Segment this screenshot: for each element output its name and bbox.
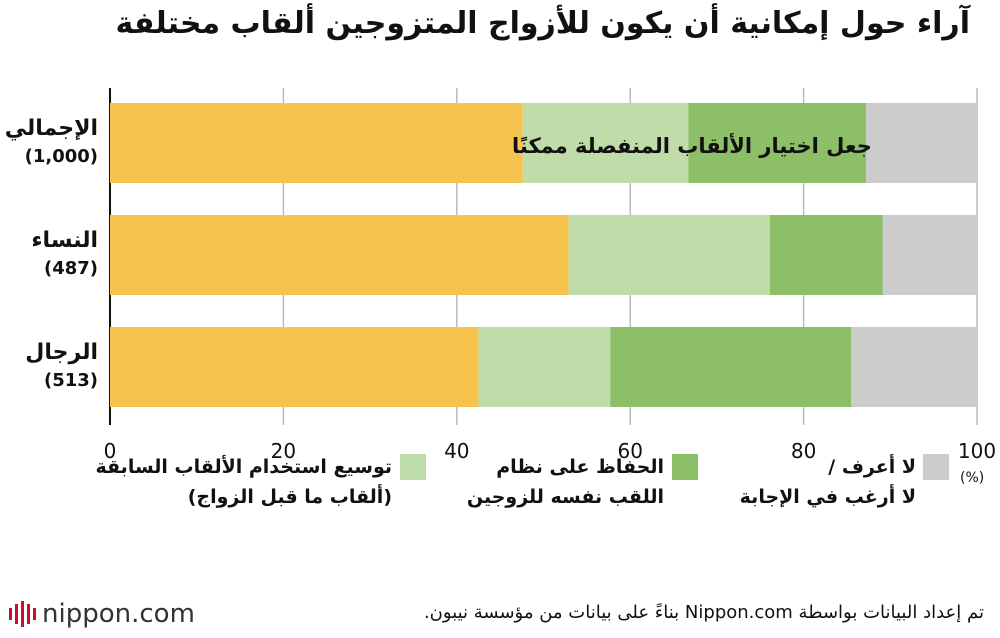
source-note: تم إعداد البيانات بواسطة Nippon.com بناء… — [423, 602, 984, 623]
legend-item-expand-previous: توسيع استخدام الألقاب السابقة (ألقاب ما … — [95, 452, 392, 512]
x-tick-label: 0 — [104, 439, 117, 463]
x-tick-label: 80 — [791, 439, 816, 463]
legend-swatch-expand-previous — [400, 454, 426, 480]
bar-segment-1-4 — [866, 103, 977, 183]
bar-segment-3-3 — [610, 327, 852, 407]
bar-segment-2-2 — [568, 215, 770, 295]
nippon-logo-icon — [9, 601, 36, 627]
logo-text: nippon.com — [42, 599, 195, 629]
legend-item-same-surname: الحفاظ على نظام اللقب نفسه للزوجين — [467, 452, 664, 512]
legend-text: لا أرغب في الإجابة — [739, 486, 916, 508]
bar-segment-3-4 — [851, 327, 977, 407]
legend-text: (ألقاب ما قبل الزواج) — [187, 486, 392, 508]
legend-text: اللقب نفسه للزوجين — [466, 486, 664, 508]
bar-segment-1-1 — [110, 103, 523, 183]
axis-unit: (%) — [960, 470, 985, 486]
category-count: (487) — [43, 258, 98, 279]
x-tick-label: 20 — [271, 439, 296, 463]
legend-item-dont-know: لا أعرف / لا أرغب في الإجابة — [740, 452, 916, 512]
legend-text: لا أعرف / — [828, 456, 916, 478]
category-label-men: الرجال (513) — [0, 339, 98, 395]
inline-series-label: جعل اختيار الألقاب المنفصلة ممكنًا — [512, 132, 872, 158]
x-tick-label: 40 — [444, 439, 469, 463]
category-name: النساء — [31, 228, 98, 253]
legend-swatch-same-surname — [672, 454, 698, 480]
x-tick-label: 60 — [617, 439, 642, 463]
legend-text: الحفاظ على نظام — [496, 456, 664, 478]
x-tick-label: 100 — [958, 439, 996, 463]
legend-text: توسيع استخدام الألقاب السابقة — [95, 456, 392, 478]
bar-segment-2-1 — [110, 215, 569, 295]
category-count: (513) — [43, 370, 98, 391]
bar-segment-3-2 — [478, 327, 611, 407]
chart-title: آراء حول إمكانية أن يكون للأزواج المتزوج… — [115, 6, 970, 41]
bar-segment-1-2 — [522, 103, 689, 183]
bar-segment-1-3 — [688, 103, 867, 183]
nippon-logo: nippon.com — [6, 596, 195, 632]
bar-segment-2-4 — [882, 215, 977, 295]
bar-segment-2-3 — [769, 215, 883, 295]
legend-swatch-dont-know — [923, 454, 949, 480]
bar-segment-3-1 — [110, 327, 479, 407]
category-label-women: النساء (487) — [0, 227, 98, 283]
stacked-bar-chart: جعل اختيار الألقاب المنفصلة ممكنًا 0 20 40 6… — [104, 88, 996, 463]
category-label-total: الإجمالي (1,000) — [0, 115, 98, 171]
category-name: الرجال — [25, 340, 98, 365]
category-count: (1,000) — [24, 146, 98, 167]
category-name: الإجمالي — [4, 116, 98, 141]
